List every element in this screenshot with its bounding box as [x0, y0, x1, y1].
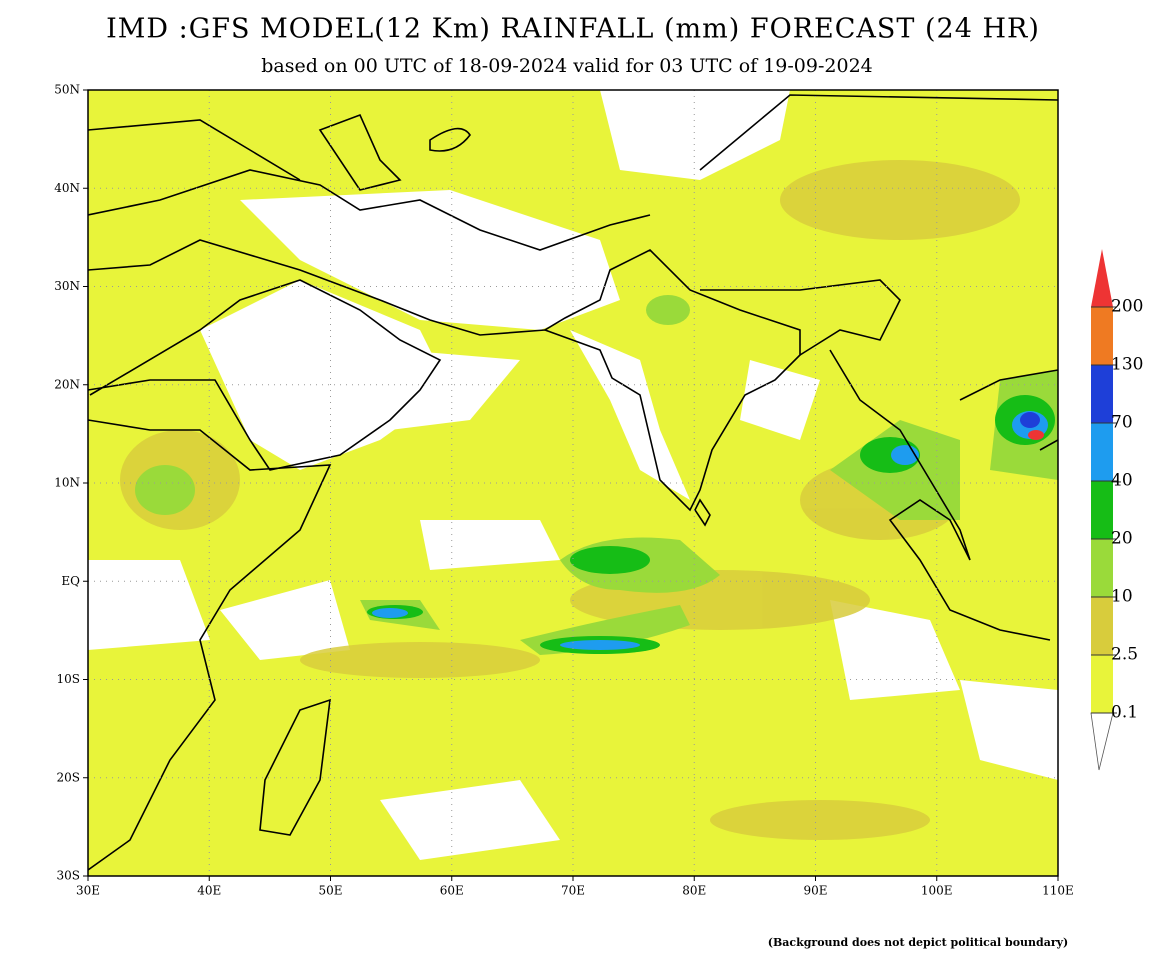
- lon-label: 30E: [76, 884, 100, 898]
- colorbar-label: 130: [1111, 355, 1143, 375]
- lat-label: 30S: [57, 869, 81, 883]
- lon-label: 80E: [682, 884, 706, 898]
- subtitle: based on 00 UTC of 18-09-2024 valid for …: [261, 55, 873, 77]
- footnote: (Background does not depict political bo…: [768, 936, 1068, 949]
- map-frame: [87, 89, 1059, 877]
- lat-label: 20S: [57, 770, 81, 784]
- extreme-rain: [1020, 412, 1044, 440]
- colorbar-top: [1091, 249, 1113, 307]
- colorbar-label: 10: [1111, 587, 1133, 607]
- colorbar-segment: [1091, 655, 1113, 713]
- lat-label: 10S: [57, 672, 81, 686]
- lon-label: 90E: [803, 884, 827, 898]
- lon-label: 110E: [1042, 884, 1074, 898]
- colorbar-segment: [1091, 539, 1113, 597]
- colorbar-label: 70: [1111, 413, 1133, 433]
- colorbar-segment: [1091, 307, 1113, 365]
- colorbar-segment: [1091, 481, 1113, 539]
- lat-label: 40N: [54, 181, 80, 195]
- lon-label: 60E: [440, 884, 464, 898]
- graticule: 30E 40E 50E 60E 70E 80E 90E 100E 110E 50N 40N 30N 20…: [54, 83, 1074, 898]
- colorbar-segment: [1091, 597, 1113, 655]
- lon-label: 100E: [921, 884, 953, 898]
- colorbar-label: 200: [1111, 297, 1143, 317]
- lon-label: 50E: [318, 884, 342, 898]
- title: IMD :GFS MODEL(12 Km) RAINFALL (mm) FORE…: [106, 14, 1040, 45]
- lat-label: 30N: [54, 279, 80, 293]
- colorbar-segment: [1091, 423, 1113, 481]
- lon-label: 70E: [561, 884, 585, 898]
- coastlines: [88, 94, 1058, 871]
- colorbar-label: 2.5: [1111, 645, 1138, 665]
- colorbar-label: 0.1: [1111, 703, 1138, 723]
- colorbar: 0.1 2.5 10 20 40 70 130 200: [1090, 249, 1143, 771]
- colorbar-below: [1090, 712, 1114, 771]
- colorbar-label: 20: [1111, 529, 1133, 549]
- lat-label: 50N: [54, 83, 80, 97]
- colorbar-segment: [1091, 365, 1113, 423]
- lat-label: EQ: [61, 574, 80, 588]
- lon-label: 40E: [197, 884, 221, 898]
- lat-label: 20N: [54, 377, 80, 391]
- colorbar-label: 40: [1111, 471, 1133, 491]
- lat-label: 10N: [54, 476, 80, 490]
- map-field: [88, 90, 1058, 876]
